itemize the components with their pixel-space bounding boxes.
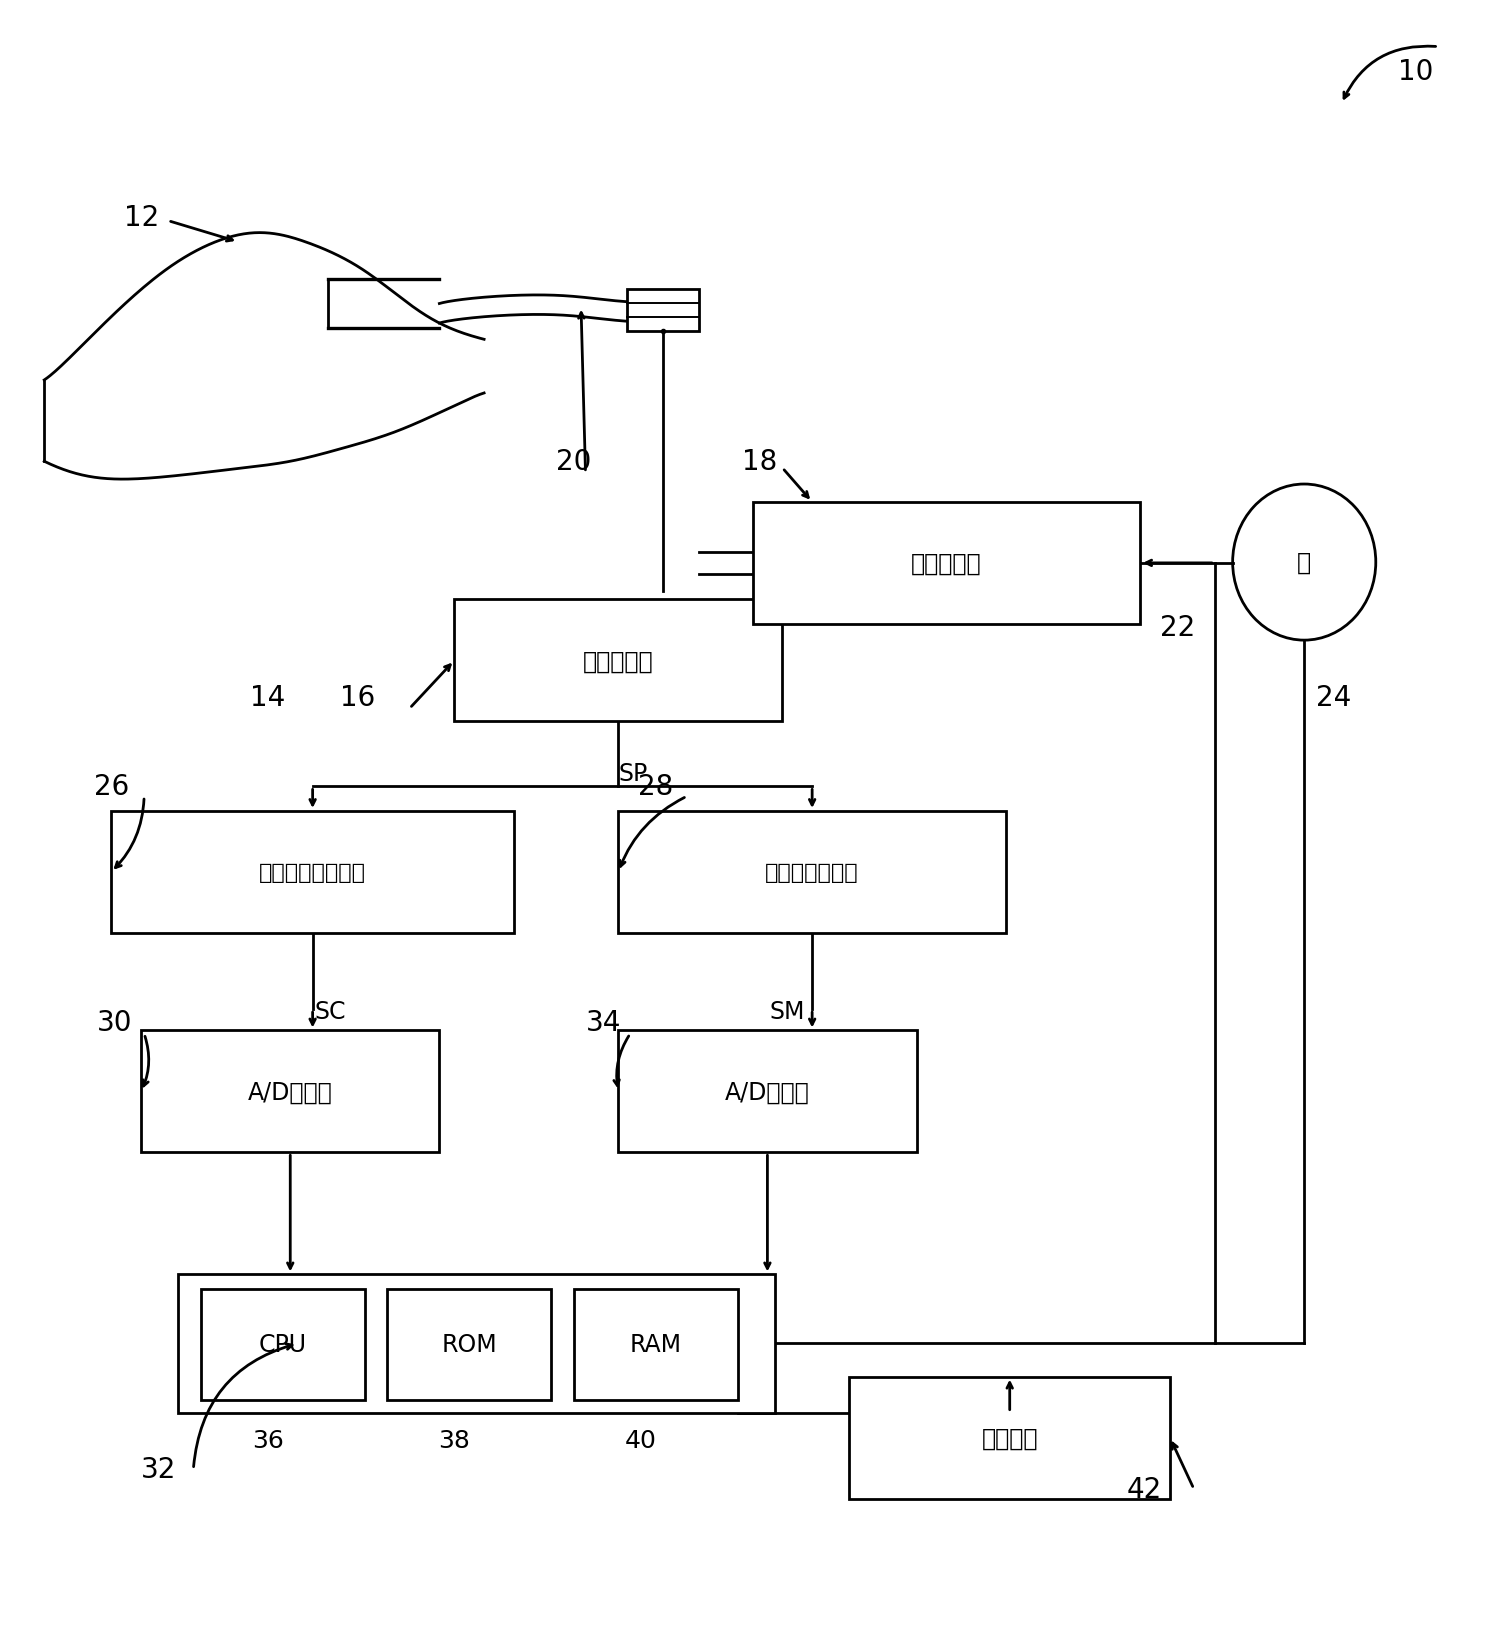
Bar xyxy=(111,811,513,933)
Bar xyxy=(628,290,698,333)
Bar xyxy=(619,811,1005,933)
Text: 20: 20 xyxy=(555,447,591,475)
Text: 32: 32 xyxy=(141,1455,176,1483)
Text: ROM: ROM xyxy=(441,1333,497,1357)
Bar xyxy=(200,1290,364,1400)
Text: 30: 30 xyxy=(96,1008,132,1036)
Text: 42: 42 xyxy=(1127,1475,1162,1503)
Bar xyxy=(573,1290,737,1400)
Bar xyxy=(849,1377,1169,1498)
Text: 12: 12 xyxy=(123,205,158,233)
Text: 压力传感器: 压力传感器 xyxy=(582,649,653,674)
Text: 38: 38 xyxy=(438,1428,470,1452)
Text: SP: SP xyxy=(619,762,647,787)
Text: 26: 26 xyxy=(93,774,129,801)
Bar xyxy=(141,1031,439,1152)
Text: 24: 24 xyxy=(1317,683,1351,711)
Text: 16: 16 xyxy=(340,683,375,711)
Text: 10: 10 xyxy=(1398,57,1434,85)
Text: 脉冲波滤波电路: 脉冲波滤波电路 xyxy=(766,862,859,882)
Bar xyxy=(752,503,1141,624)
Text: CPU: CPU xyxy=(259,1333,307,1357)
Bar xyxy=(387,1290,551,1400)
Text: 36: 36 xyxy=(251,1428,284,1452)
Text: 22: 22 xyxy=(1160,613,1195,642)
Text: 18: 18 xyxy=(742,447,778,475)
Text: 压力控制阀: 压力控制阀 xyxy=(911,552,981,575)
Text: 显示装置: 显示装置 xyxy=(981,1426,1038,1451)
Text: 40: 40 xyxy=(625,1428,656,1452)
Text: A/D变换器: A/D变换器 xyxy=(725,1080,810,1103)
Text: SC: SC xyxy=(315,1000,346,1023)
Text: 28: 28 xyxy=(638,774,673,801)
Text: A/D变换器: A/D变换器 xyxy=(248,1080,333,1103)
Text: 静态压力滤波电路: 静态压力滤波电路 xyxy=(259,862,366,882)
Text: 14: 14 xyxy=(250,683,286,711)
Text: RAM: RAM xyxy=(629,1333,682,1357)
Bar xyxy=(455,600,783,723)
Text: 34: 34 xyxy=(585,1008,622,1036)
Text: SM: SM xyxy=(769,1000,805,1023)
Bar xyxy=(179,1275,775,1413)
Bar xyxy=(619,1031,917,1152)
Text: 泵: 泵 xyxy=(1297,551,1311,575)
